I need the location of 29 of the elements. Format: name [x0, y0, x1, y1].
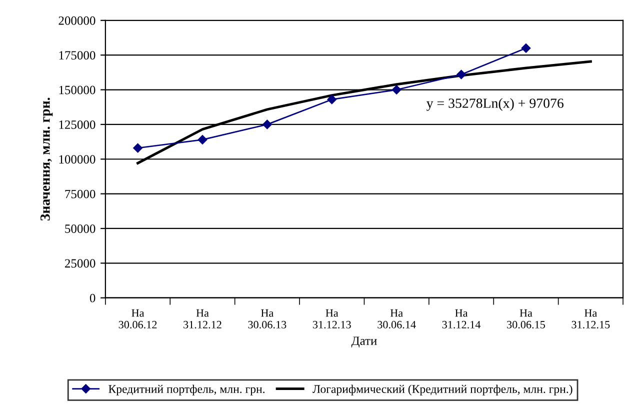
y-tick-label: 75000 — [65, 190, 96, 198]
point — [262, 120, 272, 130]
x-axis-title: Дати — [351, 336, 377, 348]
point — [327, 94, 337, 104]
x-tick-label: На 31.12.14 — [442, 309, 481, 328]
y-tick-label: 50000 — [65, 224, 96, 233]
point — [392, 85, 402, 94]
point — [456, 70, 466, 80]
y-tick-label: 25000 — [65, 259, 96, 268]
x-tick-label: На 30.06.14 — [378, 309, 416, 328]
y-tick-label: 125000 — [59, 120, 96, 129]
x-tick-label: На 31.12.13 — [312, 309, 351, 328]
annotation: y = 35278Ln(x) + 97076 — [426, 98, 564, 111]
x-tick-label: На 30.06.15 — [507, 309, 545, 328]
y-tick-label: 0 — [90, 294, 96, 302]
x-tick-label: На 31.12.15 — [572, 309, 610, 328]
x-tick-label: На 31.12.12 — [184, 309, 222, 328]
y-axis-title: Значення, млн. грн. — [40, 98, 53, 220]
legend-label: Логарифмический (Кредитний портфель, млн. грн.) — [312, 384, 572, 396]
point — [198, 135, 208, 144]
point — [521, 44, 531, 53]
x-tick-label: На 30.06.13 — [248, 309, 286, 328]
legend-label: Кредитний портфель, млн. грн. — [108, 384, 265, 396]
y-tick-label: 100000 — [59, 155, 96, 164]
x-tick-label: На 30.06.12 — [118, 309, 157, 328]
y-tick-label: 175000 — [59, 51, 96, 60]
y-tick-label: 150000 — [59, 86, 96, 94]
y-tick-label: 200000 — [58, 16, 96, 25]
point — [133, 143, 142, 153]
